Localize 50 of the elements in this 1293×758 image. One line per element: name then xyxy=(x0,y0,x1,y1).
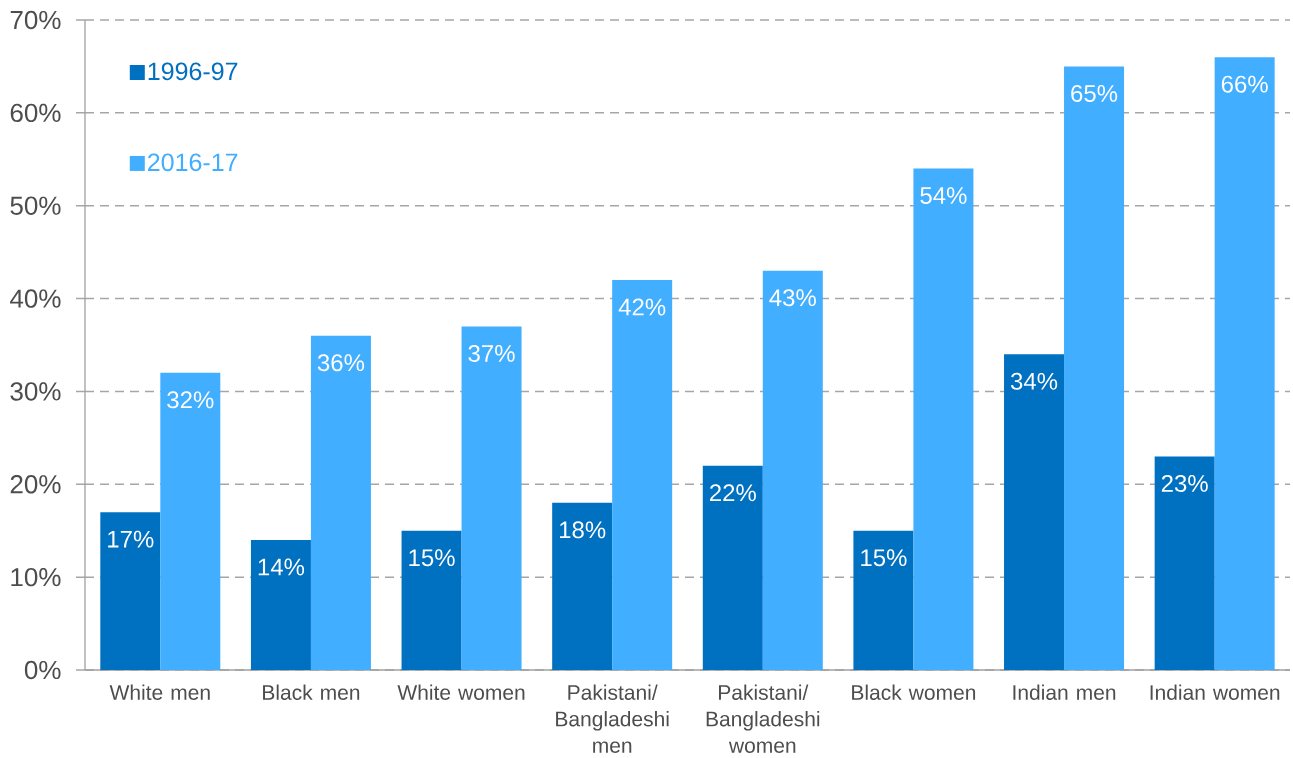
y-tick-label: 70% xyxy=(10,10,61,30)
data-label: 15% xyxy=(409,549,455,567)
data-label: 34% xyxy=(1010,372,1058,390)
data-label: 18% xyxy=(559,521,606,539)
data-label: 32% xyxy=(167,391,214,409)
bar xyxy=(913,168,974,670)
y-tick-label: 20% xyxy=(10,475,61,494)
bar xyxy=(160,372,221,670)
x-tick-label: Pakistani/ Bangladeshi men xyxy=(556,684,669,753)
x-tick-label: White men xyxy=(109,684,210,700)
bar xyxy=(1064,66,1125,670)
data-label: 22% xyxy=(709,484,756,502)
bar xyxy=(853,530,914,670)
bar xyxy=(401,530,462,670)
bar xyxy=(461,326,522,670)
y-tick-label: 0% xyxy=(24,660,61,680)
y-tick-label: 40% xyxy=(10,289,61,308)
bar xyxy=(250,540,311,670)
bar xyxy=(762,270,823,670)
x-tick-label: Black men xyxy=(263,684,360,700)
bar xyxy=(702,465,763,670)
x-tick-label: Indian men xyxy=(1013,684,1116,700)
data-label: 36% xyxy=(317,354,365,372)
legend-label: 2016-17 xyxy=(148,153,238,172)
x-tick-label: Pakistani/ Bangladeshi women xyxy=(706,684,820,753)
data-label: 15% xyxy=(861,549,907,567)
bar xyxy=(100,512,161,670)
x-tick-label: Black women xyxy=(852,684,976,700)
data-label: 17% xyxy=(108,530,154,548)
bar xyxy=(310,335,371,670)
bar xyxy=(1154,456,1215,670)
bar xyxy=(552,502,613,670)
legend-label: 1996-97 xyxy=(148,62,238,81)
bar xyxy=(1004,354,1065,670)
data-label: 43% xyxy=(769,289,816,307)
data-label: 37% xyxy=(468,344,515,362)
data-label: 54% xyxy=(920,187,967,205)
data-label: 23% xyxy=(1161,474,1208,492)
data-label: 42% xyxy=(618,298,666,316)
bar xyxy=(1214,57,1275,670)
data-label: 14% xyxy=(258,558,305,576)
data-label: 66% xyxy=(1221,75,1268,93)
y-tick-label: 10% xyxy=(11,567,61,587)
x-tick-label: White women xyxy=(397,684,525,700)
y-tick-label: 60% xyxy=(10,103,61,123)
y-tick-label: 50% xyxy=(10,196,61,215)
y-tick-label: 30% xyxy=(10,382,61,401)
data-label: 65% xyxy=(1071,84,1118,102)
x-tick-label: Indian women xyxy=(1150,684,1280,700)
bar xyxy=(612,280,673,670)
